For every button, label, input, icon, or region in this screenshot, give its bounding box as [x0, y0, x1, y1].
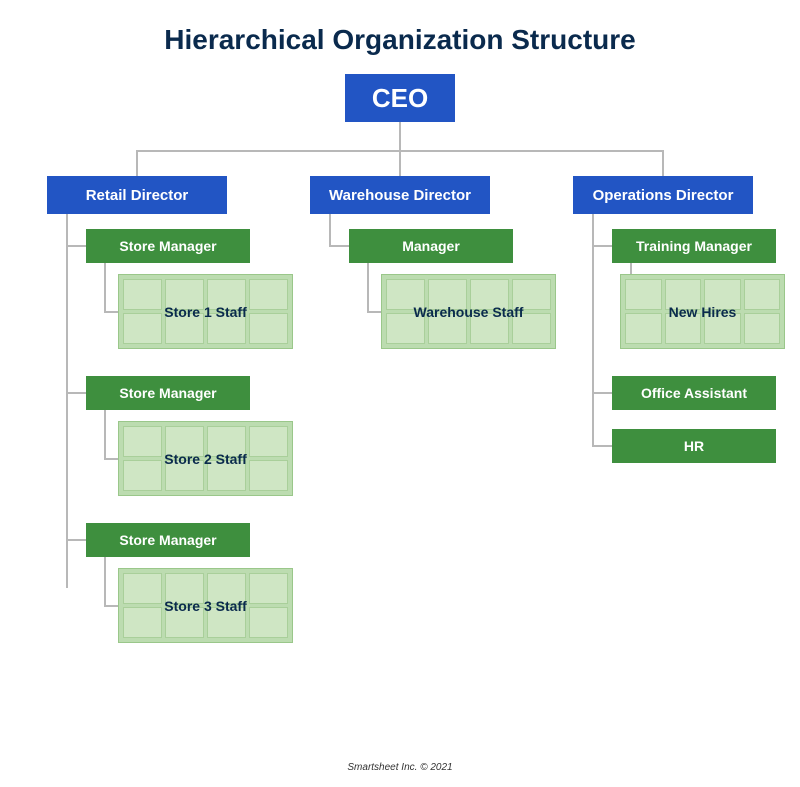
connector: [329, 214, 331, 246]
node-store3-staff: Store 3 Staff: [118, 568, 293, 643]
node-store1-staff: Store 1 Staff: [118, 274, 293, 349]
connector: [662, 150, 664, 176]
connector: [66, 392, 86, 394]
connector: [367, 311, 381, 313]
org-chart: CEO Retail Director Store Manager Store …: [0, 56, 800, 776]
connector: [136, 150, 138, 176]
connector: [66, 245, 86, 247]
node-training-manager: Training Manager: [612, 229, 776, 263]
connector: [104, 557, 106, 607]
staff-label: Store 1 Staff: [164, 304, 246, 320]
node-retail-director: Retail Director: [47, 176, 227, 214]
staff-label: Warehouse Staff: [414, 304, 524, 320]
node-store-manager-2: Store Manager: [86, 376, 250, 410]
connector: [329, 245, 349, 247]
connector: [367, 263, 369, 313]
staff-label: New Hires: [669, 304, 737, 320]
staff-label: Store 2 Staff: [164, 451, 246, 467]
connector: [104, 410, 106, 460]
staff-label: Store 3 Staff: [164, 598, 246, 614]
node-new-hires: New Hires: [620, 274, 785, 349]
node-operations-director: Operations Director: [573, 176, 753, 214]
node-store-manager-3: Store Manager: [86, 523, 250, 557]
node-hr: HR: [612, 429, 776, 463]
connector: [399, 150, 401, 176]
connector: [104, 311, 118, 313]
connector: [592, 392, 612, 394]
connector: [592, 245, 612, 247]
connector: [104, 605, 118, 607]
node-store-manager-1: Store Manager: [86, 229, 250, 263]
node-store2-staff: Store 2 Staff: [118, 421, 293, 496]
node-office-assistant: Office Assistant: [612, 376, 776, 410]
connector: [66, 539, 86, 541]
connector: [104, 458, 118, 460]
page-title: Hierarchical Organization Structure: [0, 0, 800, 56]
node-ceo: CEO: [345, 74, 455, 122]
connector: [399, 122, 401, 150]
connector: [66, 214, 68, 588]
connector: [592, 445, 612, 447]
connector: [104, 263, 106, 313]
connector: [592, 214, 594, 446]
footer-credit: Smartsheet Inc. © 2021: [0, 762, 800, 773]
node-warehouse-manager: Manager: [349, 229, 513, 263]
node-warehouse-director: Warehouse Director: [310, 176, 490, 214]
node-warehouse-staff: Warehouse Staff: [381, 274, 556, 349]
